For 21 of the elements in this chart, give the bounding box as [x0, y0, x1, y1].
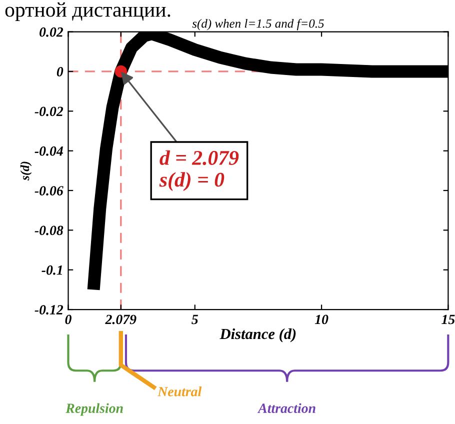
y-tick-label: -0.04 [34, 146, 63, 156]
y-tick-label: -0.1 [42, 265, 62, 275]
y-tick-label: 0 [56, 67, 64, 76]
y-tick-label: -0.02 [34, 106, 64, 116]
x-tick-label: 2.079 [105, 314, 136, 324]
x-tick-label: 0 [65, 314, 72, 324]
x-tick-label: 5 [192, 314, 198, 324]
text: Repulsion [66, 403, 123, 416]
y-axis-title: s(d) [20, 162, 32, 180]
x-tick-label: 10 [314, 314, 328, 324]
y-tick-label: -0.06 [34, 186, 64, 196]
x-axis-title: Distance (d) [220, 328, 296, 342]
text: ортной дистанции. [5, 2, 170, 22]
chart-title: s(d) when l=1.5 and f=0.5 [192, 18, 324, 30]
annotation: d = 2.079 s(d) = 0 [159, 150, 239, 191]
y-tick-label: 0.02 [40, 27, 64, 37]
x-tick-label: 15 [442, 314, 455, 324]
y-tick-label: -0.08 [34, 226, 64, 236]
text: Attraction [257, 403, 316, 413]
y-tick-label: -0.12 [34, 305, 64, 315]
text: Neutral [158, 386, 202, 396]
